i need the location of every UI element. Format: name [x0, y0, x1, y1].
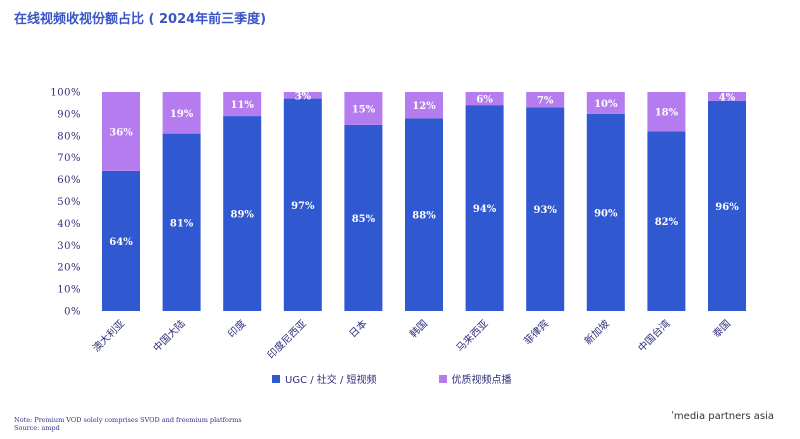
bar-premium [405, 92, 443, 119]
data-label-premium: 12% [412, 101, 436, 112]
bar-premium [283, 92, 322, 99]
bar-premium [708, 92, 746, 101]
x-tick-label: 印度 [225, 317, 248, 340]
legend-swatch-ugc [272, 374, 280, 383]
chart-title: 在线视频收视份额占比 ( 2024年前三季度) [14, 12, 267, 27]
x-tick-label: 韩国 [407, 317, 430, 340]
bar-ugc [708, 100, 746, 311]
data-label-premium: 4% [719, 92, 736, 103]
y-tick-label: 70% [57, 153, 81, 164]
data-label-ugc: 85% [352, 214, 376, 225]
bar-premium [344, 92, 383, 125]
y-tick-label: 80% [57, 131, 81, 142]
data-label-premium: 18% [655, 108, 679, 119]
bar-ugc [647, 131, 686, 311]
y-tick-label: 30% [57, 241, 81, 252]
data-label-ugc: 88% [412, 211, 436, 222]
x-tick-label: 中国大陆 [150, 317, 187, 354]
data-label-premium: 15% [352, 104, 376, 115]
legend-label-ugc: UGC / 社交 / 短视频 [285, 375, 377, 386]
data-label-ugc: 64% [109, 237, 133, 248]
bar-ugc [526, 107, 565, 311]
x-tick-label: 菲律宾 [521, 317, 551, 347]
legend-swatch-premium [438, 374, 447, 383]
x-tick-label: 泰国 [710, 317, 733, 340]
bar-premium [465, 92, 504, 106]
data-label-premium: 10% [594, 99, 618, 110]
bar-ugc [283, 98, 322, 311]
brand-logo: ʹmedia partners asia [671, 411, 774, 422]
bar-ugc [465, 105, 504, 311]
bar-ugc [102, 170, 140, 311]
bar-premium [586, 92, 625, 114]
data-label-premium: 36% [109, 127, 133, 138]
footnote: Note: Premium VOD solely comprises SVOD … [14, 416, 242, 424]
bar-premium [223, 92, 262, 117]
y-tick-label: 50% [57, 197, 81, 208]
bar-premium [526, 92, 565, 108]
bar-ugc [586, 113, 625, 312]
x-tick-label: 中国台湾 [635, 317, 672, 354]
x-tick-label: 马来西亚 [454, 318, 491, 355]
bar-ugc [223, 116, 262, 311]
data-label-premium: 7% [537, 96, 554, 107]
y-tick-label: 0% [64, 307, 81, 318]
y-tick-label: 10% [57, 285, 81, 296]
legend-label-premium: 优质视频点播 [451, 375, 512, 386]
x-tick-label: 澳大利亚 [90, 317, 127, 354]
data-label-ugc: 94% [473, 204, 497, 215]
data-label-premium: 3% [295, 91, 312, 102]
data-label-ugc: 96% [715, 202, 739, 213]
y-tick-label: 100% [50, 88, 81, 99]
data-label-ugc: 90% [594, 208, 618, 219]
x-tick-label: 新加坡 [582, 317, 612, 347]
y-tick-label: 20% [57, 263, 81, 274]
bar-premium [102, 92, 140, 171]
data-label-ugc: 82% [655, 217, 679, 228]
data-label-premium: 11% [230, 100, 254, 111]
x-tick-label: 日本 [346, 317, 369, 340]
y-tick-label: 60% [57, 175, 81, 186]
bar-premium [647, 92, 686, 132]
data-label-premium: 6% [476, 95, 493, 106]
source-note: Source: ampd [14, 424, 60, 432]
chart-legend: UGC / 社交 / 短视频 优质视频点播 [272, 371, 512, 386]
data-label-ugc: 89% [230, 210, 254, 221]
y-tick-label: 90% [57, 109, 81, 120]
bar-ugc [162, 133, 201, 311]
data-label-ugc: 81% [170, 218, 194, 229]
y-tick-label: 40% [57, 219, 81, 230]
bar-ugc [344, 124, 383, 311]
data-label-premium: 19% [170, 109, 194, 120]
data-label-ugc: 93% [533, 205, 557, 216]
data-label-ugc: 97% [291, 201, 315, 212]
bar-ugc [405, 118, 443, 311]
bar-premium [162, 92, 201, 134]
x-tick-label: 印度尼西亚 [264, 317, 309, 362]
